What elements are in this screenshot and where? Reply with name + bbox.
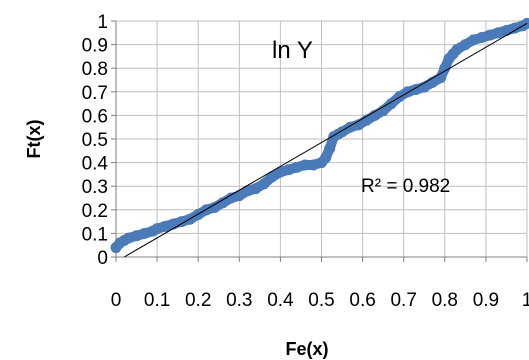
y-tick-label: 1	[97, 12, 108, 33]
data-point	[209, 201, 221, 213]
data-point	[320, 152, 332, 164]
x-tick-label: 0.8	[432, 290, 458, 311]
y-tick-label: 0.2	[82, 201, 108, 222]
x-tick-label: 0.6	[349, 290, 375, 311]
y-axis-title: Ft(x)	[24, 120, 44, 159]
data-point	[439, 62, 451, 74]
y-tick-label: 0.3	[82, 177, 108, 198]
r-squared-annotation: R² = 0.982	[361, 176, 450, 197]
data-point	[258, 178, 270, 190]
chart-title: ln Y	[272, 37, 313, 64]
x-tick-label: 0.3	[226, 290, 252, 311]
data-point	[266, 171, 278, 183]
x-tick-label: 0.7	[390, 290, 416, 311]
x-tick-label: 0.9	[473, 290, 499, 311]
x-tick-label: 0.1	[144, 290, 170, 311]
y-tick-label: 0.6	[82, 106, 108, 127]
y-tick-label: 0	[97, 248, 108, 269]
data-point	[352, 119, 364, 131]
x-tick-label: 0.2	[185, 290, 211, 311]
y-tick-label: 0.7	[82, 83, 108, 104]
y-tick-label: 0.9	[82, 36, 108, 57]
trendline-group	[123, 22, 528, 258]
y-tick-label: 0.8	[82, 59, 108, 80]
x-tick-label: 0	[111, 290, 122, 311]
data-point	[250, 183, 262, 195]
data-point	[217, 197, 229, 209]
data-point	[299, 159, 311, 171]
x-tick-label: 0.4	[267, 290, 294, 311]
data-point	[233, 190, 245, 202]
x-tick-label: 1	[522, 290, 529, 311]
x-tick-label: 0.5	[308, 290, 334, 311]
y-tick-labels: 0 0.10.2 0.30.4 0.5 0.60.7 0.80.9 1	[82, 12, 109, 269]
x-axis-title: Fe(x)	[285, 339, 328, 359]
x-tick-labels: 0 0.1 0.2 0.3 0.4 0.5 0.6 0.7 0.8 0.9 1	[111, 290, 529, 311]
data-point	[451, 43, 463, 55]
y-tick-label: 0.1	[82, 224, 108, 245]
y-tick-label: 0.4	[82, 154, 109, 175]
trendline	[123, 22, 528, 258]
data-point	[459, 39, 471, 51]
data-point	[324, 142, 336, 154]
y-tick-label: 0.5	[82, 130, 108, 151]
axes	[111, 20, 528, 262]
data-point	[521, 17, 529, 29]
